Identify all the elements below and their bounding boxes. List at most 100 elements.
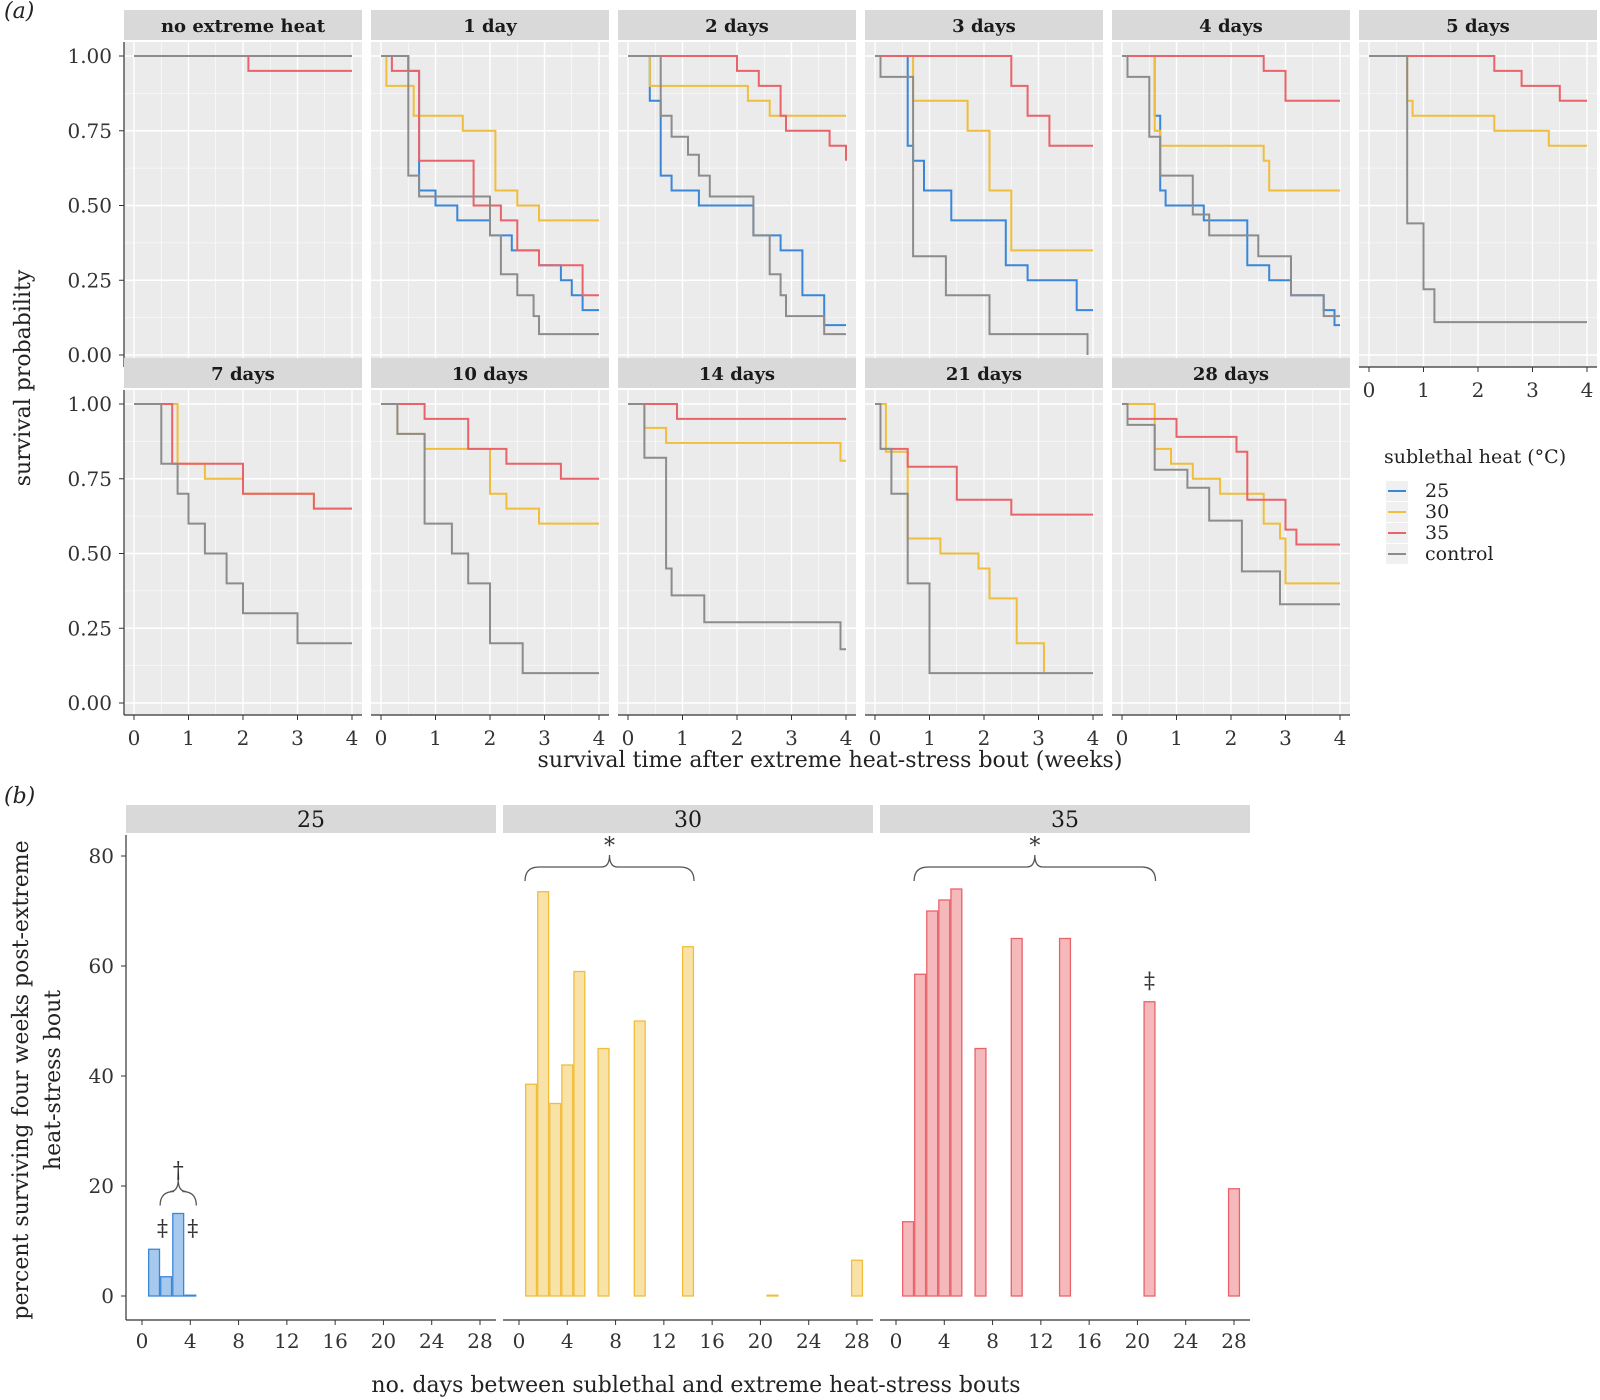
legend-label-35: 35 xyxy=(1425,522,1449,544)
survival-line-35 xyxy=(381,403,599,480)
facet-7-days: 7 days 0.00 0.25 0.50 0.75 1.00 0 1 2 3 4 xyxy=(67,358,362,750)
significance-label: † xyxy=(173,1159,184,1184)
facet-1-day: 1 day xyxy=(371,10,609,367)
x-tick-label: 12 xyxy=(274,1329,299,1353)
facet-strip xyxy=(371,10,609,40)
y-tick-label: 0.25 xyxy=(67,616,112,640)
x-tick-label: 4 xyxy=(840,726,853,750)
facet-4-days: 4 days xyxy=(1112,10,1350,367)
facet-title: 1 day xyxy=(463,16,517,37)
x-tick-label: 2 xyxy=(731,726,744,750)
x-tick-label: 16 xyxy=(1076,1329,1101,1353)
bar-30-day-7 xyxy=(597,1047,610,1297)
bar-facet-30: 30 0 4 8 12 16 20 24 28 * xyxy=(503,805,873,1353)
x-tick-label: 4 xyxy=(184,1329,197,1353)
significance-bracket xyxy=(524,854,695,882)
y-tick-label: 80 xyxy=(89,844,114,868)
x-tick-label: 3 xyxy=(291,726,304,750)
significance-label: * xyxy=(1029,834,1040,859)
bar-35-day-21 xyxy=(1143,1001,1156,1297)
bar-35-day-5 xyxy=(950,888,963,1297)
x-tick-label: 3 xyxy=(1526,378,1539,402)
facet-5-days: 5 days 0 1 2 3 4 xyxy=(1359,10,1597,402)
facet-strip xyxy=(618,10,856,40)
x-tick-label: 0 xyxy=(1116,726,1129,750)
survival-line-control xyxy=(381,55,599,336)
x-tick-label: 0 xyxy=(890,1329,903,1353)
survival-line-35 xyxy=(1122,55,1340,102)
x-tick-label: 28 xyxy=(467,1329,492,1353)
x-tick-label: 8 xyxy=(609,1329,622,1353)
x-tick-label: 0 xyxy=(375,726,388,750)
x-tick-label: 4 xyxy=(1581,378,1594,402)
x-tick-label: 3 xyxy=(1279,726,1292,750)
facet-title: 5 days xyxy=(1446,16,1510,37)
legend-label-control: control xyxy=(1425,543,1494,565)
survival-line-25 xyxy=(875,55,1093,312)
x-tick-label: 0 xyxy=(869,726,882,750)
x-tick-label: 20 xyxy=(1125,1329,1150,1353)
bar-35-day-1 xyxy=(901,1221,915,1297)
x-tick-label: 4 xyxy=(561,1329,574,1353)
survival-line-35 xyxy=(628,55,847,161)
x-tick-label: 1 xyxy=(923,726,936,750)
bar-facet-35: 35 0 4 8 12 16 20 24 28 * ‡ xyxy=(880,805,1250,1353)
survival-line-control xyxy=(1122,55,1340,318)
bar-30-day-1 xyxy=(524,1083,538,1297)
significance-label: * xyxy=(604,834,615,859)
panel-a-label: (a) xyxy=(4,0,34,24)
bar-25-day-3 xyxy=(172,1212,185,1297)
y-tick-label: 0.25 xyxy=(67,268,112,292)
legend-label-25: 25 xyxy=(1425,480,1449,502)
x-tick-label: 1 xyxy=(182,726,195,750)
y-tick-label: 0.50 xyxy=(67,194,112,218)
x-tick-label: 24 xyxy=(796,1329,821,1353)
bar-facet-title: 30 xyxy=(674,808,702,833)
x-tick-label: 0 xyxy=(136,1329,149,1353)
x-tick-label: 2 xyxy=(1472,378,1485,402)
facet-21-days: 21 days 0 1 2 3 4 xyxy=(865,358,1103,750)
panel-b-ylabel-line1: percent surviving four weeks post-extrem… xyxy=(9,840,34,1319)
x-tick-label: 3 xyxy=(785,726,798,750)
survival-line-control xyxy=(1122,403,1340,606)
x-tick-label: 2 xyxy=(237,726,250,750)
y-tick-label: 0.75 xyxy=(67,467,112,491)
panel-b-xlabel: no. days between sublethal and extreme h… xyxy=(371,1373,1020,1398)
significance-mark: ‡ xyxy=(187,1217,198,1242)
x-tick-label: 8 xyxy=(986,1329,999,1353)
significance-bracket xyxy=(159,1179,197,1206)
survival-line-30 xyxy=(381,55,599,222)
x-tick-label: 12 xyxy=(1028,1329,1053,1353)
x-tick-label: 16 xyxy=(699,1329,724,1353)
significance-mark: ‡ xyxy=(1144,969,1155,994)
x-tick-label: 2 xyxy=(978,726,991,750)
bar-30-day-14 xyxy=(681,946,695,1297)
legend-title: sublethal heat (°C) xyxy=(1384,446,1566,468)
survival-line-30 xyxy=(875,403,1045,674)
bar-25-day-1 xyxy=(147,1248,161,1297)
panel-b-ylabel: percent surviving four weeks post-extrem… xyxy=(9,840,66,1319)
facet-title: 2 days xyxy=(705,16,769,37)
facet-title: 7 days xyxy=(211,364,275,385)
bar-facet-strip xyxy=(503,805,873,833)
x-tick-label: 24 xyxy=(419,1329,444,1353)
x-tick-label: 0 xyxy=(128,726,141,750)
x-tick-label: 1 xyxy=(429,726,442,750)
x-tick-label: 4 xyxy=(593,726,606,750)
bar-30-day-4 xyxy=(561,1064,574,1297)
bar-25-day-4 xyxy=(184,1294,197,1297)
x-tick-label: 20 xyxy=(748,1329,773,1353)
survival-line-control xyxy=(875,403,1093,675)
y-tick-label: 40 xyxy=(89,1064,114,1088)
panel-b-ylabel-line2: heat-stress bout xyxy=(41,990,66,1170)
x-tick-label: 16 xyxy=(322,1329,347,1353)
panel-a-xlabel: survival time after extreme heat-stress … xyxy=(538,748,1123,773)
facet-strip xyxy=(1112,358,1350,388)
facet-title: 28 days xyxy=(1193,364,1269,385)
facet-strip xyxy=(865,358,1103,388)
survival-line-control xyxy=(381,403,599,675)
survival-line-control xyxy=(134,403,352,645)
facet-strip xyxy=(371,358,609,388)
x-tick-label: 24 xyxy=(1173,1329,1198,1353)
